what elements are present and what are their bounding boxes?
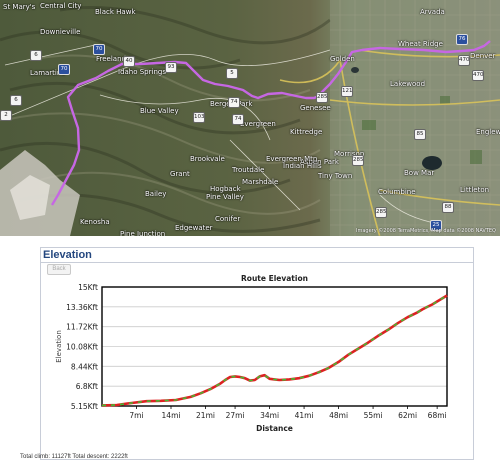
highway-shield: 470 bbox=[458, 55, 470, 66]
x-axis-title: Distance bbox=[256, 424, 293, 433]
highway-shield: 285 bbox=[375, 207, 387, 218]
map-place-label: Idaho Springs bbox=[118, 68, 166, 76]
map-place-label: Bailey bbox=[145, 190, 167, 198]
map-place-label: Troutdale bbox=[232, 166, 265, 174]
map-place-label: Wheat Ridge bbox=[398, 40, 443, 48]
map-place-label: Golden bbox=[330, 55, 355, 63]
y-axis-title: Elevation bbox=[55, 330, 63, 363]
map-place-label: St Mary's bbox=[3, 3, 36, 11]
map-place-label: Columbine bbox=[378, 188, 416, 196]
map-place-label: Marshdale bbox=[242, 178, 279, 186]
highway-shield: 285 bbox=[352, 155, 364, 166]
highway-shield: 6 bbox=[10, 95, 22, 106]
highway-shield: 85 bbox=[414, 129, 426, 140]
map-place-label: Denver bbox=[470, 52, 496, 60]
highway-shield: 70 bbox=[58, 64, 70, 75]
route-stats: Total climb: 11127ft Total descent: 2222… bbox=[20, 454, 128, 460]
highway-shield: 103 bbox=[193, 112, 205, 123]
map-place-label: Brookvale bbox=[190, 155, 225, 163]
highway-shield: 93 bbox=[165, 62, 177, 73]
route-map[interactable]: St Mary's Central City Black Hawk Arvada Whe… bbox=[0, 0, 500, 236]
x-tick-label: 34mi bbox=[260, 411, 279, 420]
map-place-label: Blue Valley bbox=[140, 107, 179, 115]
y-tick-label: 8.44Kft bbox=[71, 362, 98, 371]
map-place-label: Lamartine bbox=[30, 69, 66, 77]
map-place-label: Conifer bbox=[215, 215, 241, 223]
highway-shield: 40 bbox=[123, 56, 135, 67]
highway-shield: 70 bbox=[93, 44, 105, 55]
map-place-label: Morrison bbox=[334, 150, 365, 158]
x-tick-label: 41mi bbox=[295, 411, 314, 420]
map-place-label: Lakewood bbox=[390, 80, 426, 88]
map-place-label: Black Hawk bbox=[95, 8, 136, 16]
map-attribution: Imagery ©2008 TerraMetrics, Map data ©20… bbox=[356, 228, 496, 234]
x-tick-label: 62mi bbox=[398, 411, 417, 420]
y-tick-label: 5.15Kft bbox=[71, 402, 98, 411]
plot-frame bbox=[101, 286, 448, 407]
highway-shield: 2 bbox=[0, 110, 12, 121]
x-tick-label: 27mi bbox=[226, 411, 245, 420]
y-tick-label: 6.8Kft bbox=[76, 382, 98, 391]
map-place-label: Pine Junction bbox=[120, 230, 166, 236]
x-tick-label: 68mi bbox=[428, 411, 447, 420]
x-tick-label: 14mi bbox=[162, 411, 181, 420]
map-place-label: Hogback bbox=[210, 185, 241, 193]
x-tick-label: 55mi bbox=[364, 411, 383, 420]
highway-shield: 74 bbox=[228, 97, 240, 108]
map-place-label: Aspen Park bbox=[300, 158, 339, 166]
chart-title: Route Elevation bbox=[241, 274, 308, 283]
highway-shield: 5 bbox=[226, 68, 238, 79]
map-place-label: Genesee bbox=[300, 104, 331, 112]
highway-shield: 88 bbox=[442, 202, 454, 213]
highway-shield: 74 bbox=[232, 114, 244, 125]
map-place-label: Downieville bbox=[40, 28, 81, 36]
y-tick-label: 15Kft bbox=[78, 283, 98, 292]
highway-shield: 25 bbox=[430, 220, 442, 231]
x-tick-label: 21mi bbox=[196, 411, 215, 420]
x-tick-label: 48mi bbox=[329, 411, 348, 420]
map-place-label: Arvada bbox=[420, 8, 445, 16]
y-tick-label: 11.72Kft bbox=[66, 323, 98, 332]
highway-shield: 285 bbox=[316, 92, 328, 103]
route-path bbox=[50, 40, 491, 206]
highway-shield: 6 bbox=[30, 50, 42, 61]
map-place-label: Tiny Town bbox=[318, 172, 353, 180]
satellite-imagery bbox=[0, 0, 500, 236]
map-place-label: Indian Hills bbox=[283, 162, 322, 170]
map-place-label: Edgewater bbox=[175, 224, 213, 232]
map-place-label: Bow Mar bbox=[404, 169, 435, 177]
y-tick-label: 13.36Kft bbox=[66, 303, 98, 312]
elevation-series-highlight bbox=[101, 294, 448, 407]
elevation-series-line bbox=[101, 294, 448, 407]
highway-shield: 121 bbox=[341, 86, 353, 97]
map-place-label: Pine Valley bbox=[206, 193, 244, 201]
map-place-label: Grant bbox=[170, 170, 190, 178]
back-button[interactable]: Back bbox=[47, 264, 71, 275]
highway-shield: 470 bbox=[472, 70, 484, 81]
elevation-panel: Elevation Back Route Elevation 5.15Kft 6.8… bbox=[40, 247, 474, 460]
title-divider bbox=[41, 262, 473, 263]
elevation-chart: Route Elevation 5.15Kft 6.8Kft 8.44Kft 10.08… bbox=[55, 274, 448, 433]
map-place-label: Central City bbox=[40, 2, 82, 10]
map-place-label: Freeland bbox=[96, 55, 126, 63]
map-place-label: Evergreen Mtn bbox=[266, 155, 318, 163]
panel-title: Elevation bbox=[43, 249, 92, 261]
highway-shield: 76 bbox=[456, 34, 468, 45]
map-place-label: Kenosha bbox=[80, 218, 110, 226]
map-place-label: Kittredge bbox=[290, 128, 323, 136]
map-place-label: Englewood bbox=[476, 128, 500, 136]
map-place-label: Littleton bbox=[460, 186, 490, 194]
map-place-label: Evergreen bbox=[240, 120, 276, 128]
x-tick-label: 7mi bbox=[129, 411, 143, 420]
y-tick-label: 10.08Kft bbox=[66, 343, 98, 352]
